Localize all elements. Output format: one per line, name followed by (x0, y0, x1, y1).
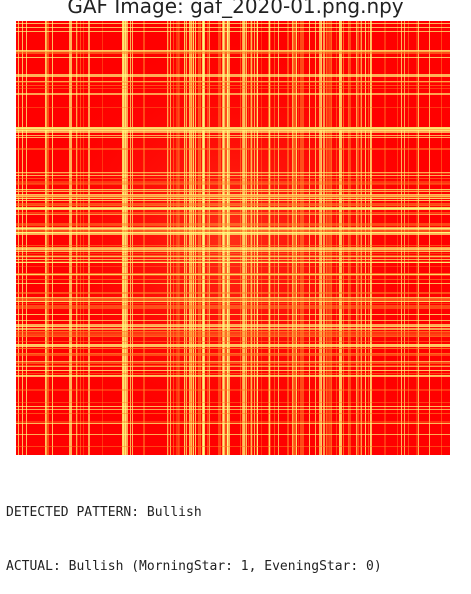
actual-pattern-line: ACTUAL: Bullish (MorningStar: 1, Evening… (6, 559, 382, 574)
gaf-center-glow (16, 21, 450, 455)
figure-title: GAF Image: gaf_2020-01.png.npy (67, 0, 404, 18)
detected-pattern-line: DETECTED PATTERN: Bullish (6, 505, 202, 520)
figure-panel: GAF Image: gaf_2020-01.png.npy (16, 0, 450, 455)
gaf-heatmap-svg (16, 21, 450, 455)
cell-output: DETECTED PATTERN: Bullish ACTUAL: Bullis… (6, 468, 382, 594)
gaf-heatmap-image (16, 21, 450, 455)
